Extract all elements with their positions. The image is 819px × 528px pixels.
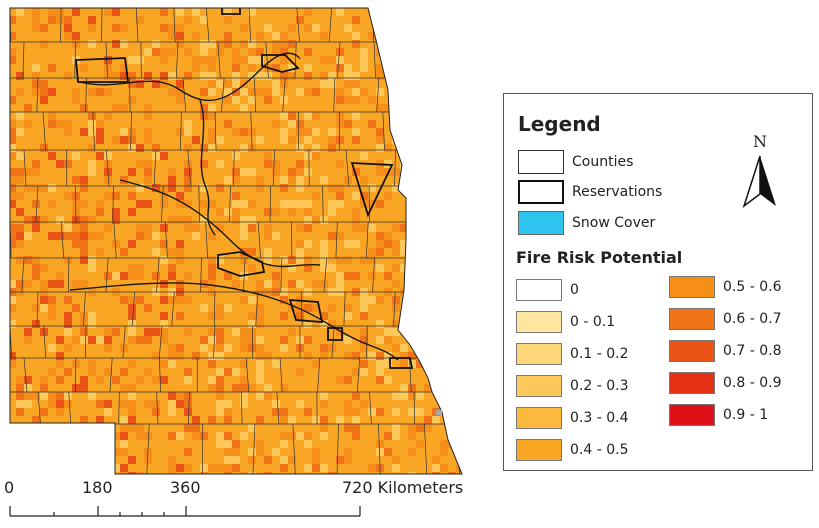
- scale-label-360: 360: [170, 478, 201, 497]
- legend-label-reservations: Reservations: [572, 184, 663, 200]
- risk-class-row: 0.7 - 0.8: [669, 340, 781, 362]
- risk-class-swatch: [516, 311, 562, 333]
- risk-class-swatch: [516, 279, 562, 301]
- risk-class-row: 0.3 - 0.4: [516, 407, 628, 429]
- risk-class-swatch: [669, 404, 715, 426]
- counties-swatch: [518, 150, 564, 174]
- legend-title: Legend: [518, 112, 601, 136]
- risk-class-row: 0.6 - 0.7: [669, 308, 781, 330]
- risk-class-swatch: [669, 340, 715, 362]
- reservation-boundaries: [75, 8, 414, 369]
- fire-risk-map: [9, 7, 463, 475]
- reservations-swatch: [518, 180, 564, 204]
- snow-cover-patch: [436, 410, 442, 415]
- scale-label-0: 0: [4, 478, 15, 497]
- risk-class-label: 0.2 - 0.3: [570, 378, 629, 394]
- risk-class-label: 0.4 - 0.5: [570, 442, 629, 458]
- north-arrow: N: [742, 132, 782, 210]
- legend-label-snow-cover: Snow Cover: [572, 215, 656, 231]
- risk-class-label: 0.7 - 0.8: [723, 343, 782, 359]
- risk-class-label: 0.6 - 0.7: [723, 311, 782, 327]
- map-canvas: [9, 7, 463, 475]
- risk-class-swatch: [669, 276, 715, 298]
- legend-label-counties: Counties: [572, 154, 634, 170]
- risk-class-swatch: [669, 372, 715, 394]
- risk-class-swatch: [516, 375, 562, 397]
- fire-risk-title: Fire Risk Potential: [516, 248, 683, 267]
- north-label: N: [753, 132, 767, 151]
- risk-class-label: 0.9 - 1: [723, 407, 769, 423]
- risk-class-row: 0.5 - 0.6: [669, 276, 781, 298]
- risk-class-label: 0.3 - 0.4: [570, 410, 629, 426]
- risk-class-row: 0 - 0.1: [516, 311, 615, 333]
- risk-class-row: 0.1 - 0.2: [516, 343, 628, 365]
- risk-class-label: 0 - 0.1: [570, 314, 616, 330]
- legend-item-counties: Counties: [518, 150, 633, 174]
- risk-class-swatch: [516, 439, 562, 461]
- risk-class-swatch: [516, 407, 562, 429]
- legend-item-snow-cover: Snow Cover: [518, 211, 655, 235]
- risk-class-row: 0.2 - 0.3: [516, 375, 628, 397]
- risk-class-row: 0: [516, 279, 579, 301]
- risk-class-label: 0: [570, 282, 579, 298]
- legend-item-reservations: Reservations: [518, 180, 662, 204]
- risk-class-label: 0.5 - 0.6: [723, 279, 782, 295]
- risk-class-label: 0.1 - 0.2: [570, 346, 629, 362]
- snow-cover-swatch: [518, 211, 564, 235]
- scale-label-720: 720 Kilometers: [342, 478, 464, 497]
- risk-class-row: 0.8 - 0.9: [669, 372, 781, 394]
- scale-label-180: 180: [82, 478, 113, 497]
- risk-class-row: 0.9 - 1: [669, 404, 768, 426]
- north-arrow-icon: [742, 155, 776, 209]
- river-lines: [69, 52, 399, 361]
- risk-class-label: 0.8 - 0.9: [723, 375, 782, 391]
- scale-ticks: [9, 506, 361, 517]
- risk-class-row: 0.4 - 0.5: [516, 439, 628, 461]
- risk-class-swatch: [669, 308, 715, 330]
- scale-bar: 0 180 360 720 Kilometers: [0, 476, 480, 528]
- legend-panel: Legend Counties Reservations Snow Cover …: [503, 93, 813, 471]
- risk-class-swatch: [516, 343, 562, 365]
